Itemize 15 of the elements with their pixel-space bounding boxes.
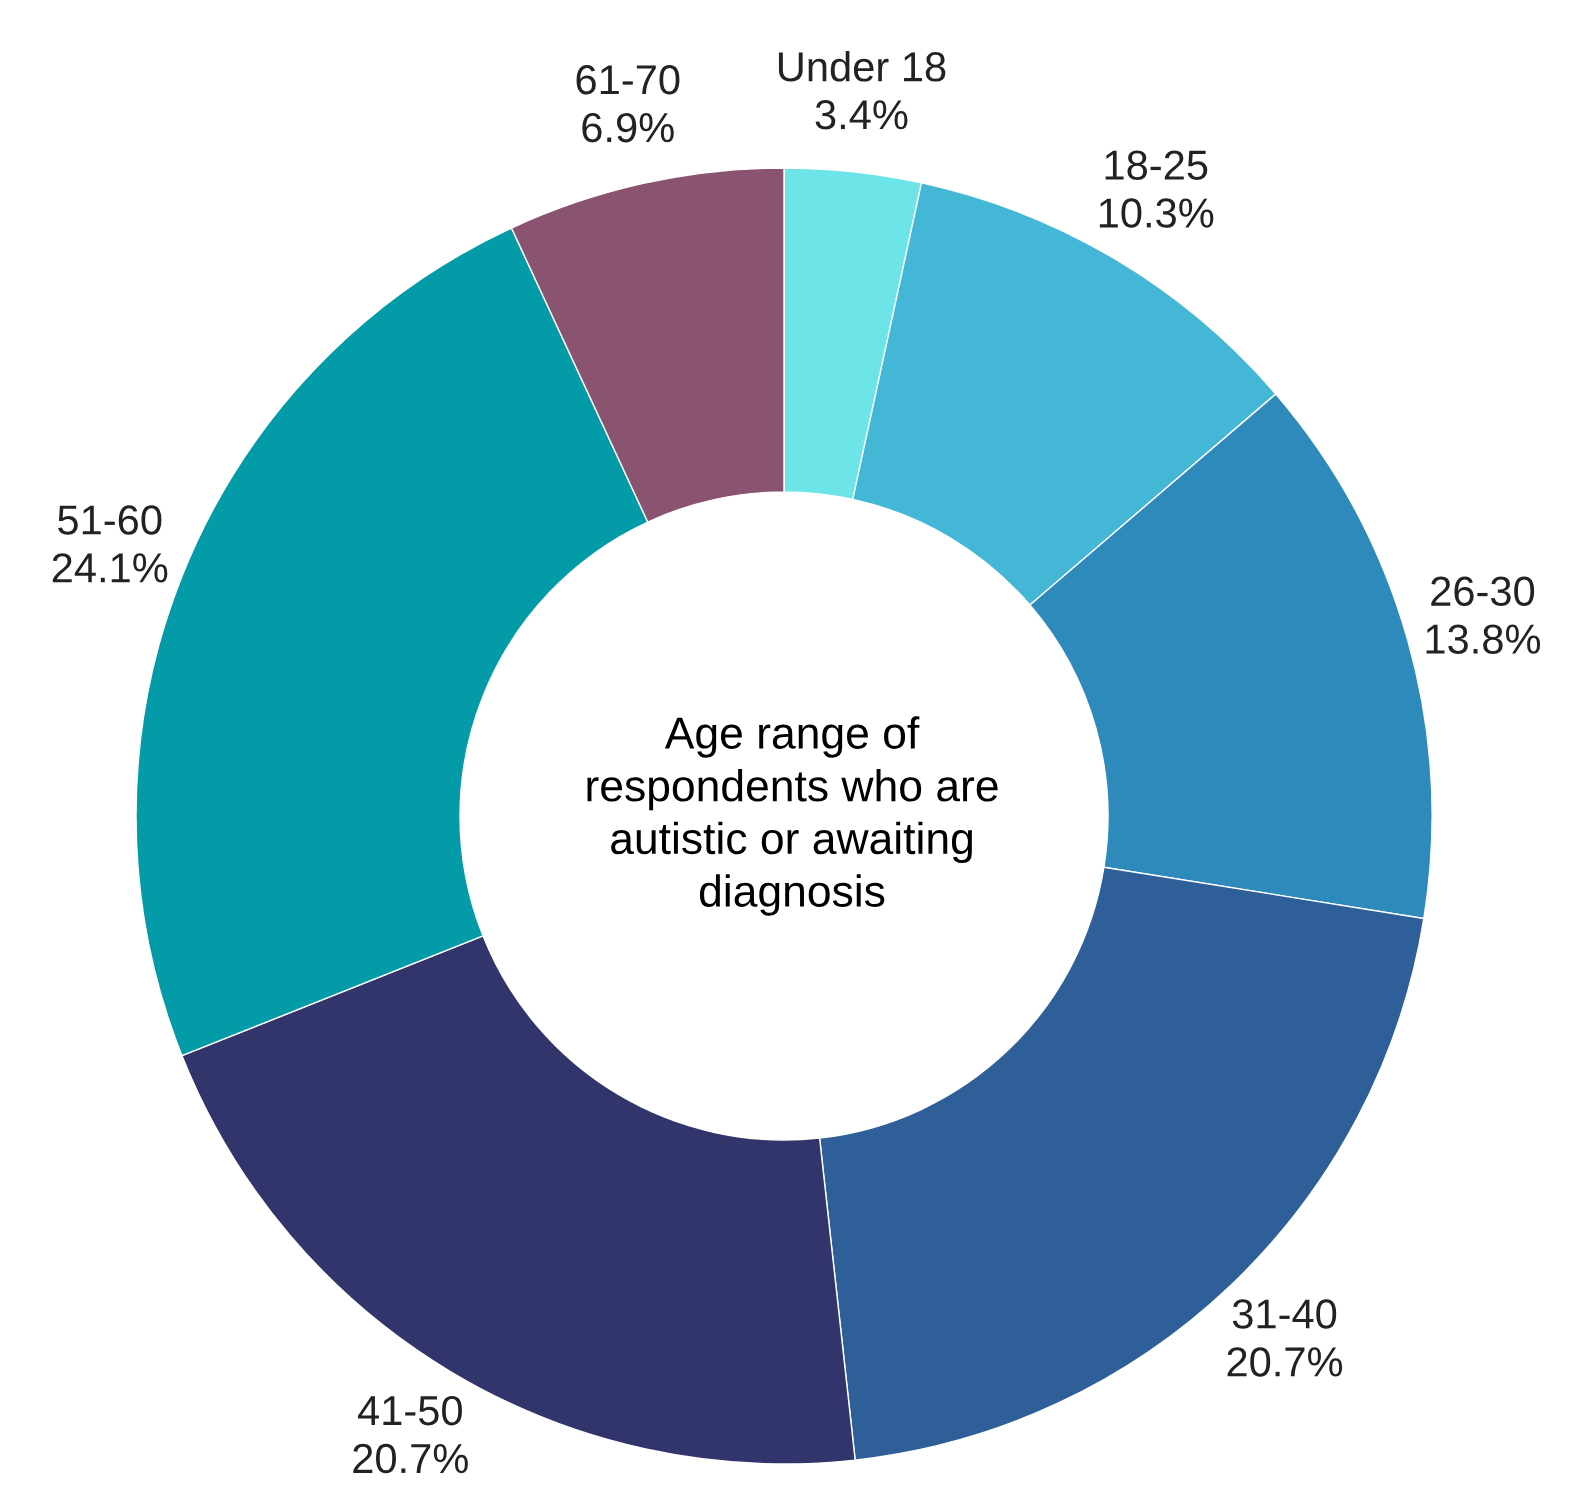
slice-label: 31-40 (1232, 1299, 1337, 1329)
slice-label: 61-70 (576, 64, 680, 95)
slice-label: Under 18 (778, 51, 946, 82)
text: Age range of respondents who are autistic or awaiting diagnosis (587, 716, 998, 916)
data-label: 3.4% (815, 100, 908, 130)
slice-label: 18-25 (1105, 150, 1208, 180)
slice-label: 41-50 (357, 1395, 462, 1426)
slice-label: 51-60 (58, 505, 162, 535)
data-label: 20.7% (353, 1443, 468, 1474)
slice-label: 26-30 (1431, 576, 1535, 607)
data-label: 13.8% (1426, 624, 1541, 654)
data-label: 20.7% (1227, 1347, 1343, 1377)
data-label: 6.9% (582, 112, 674, 143)
data-label: 24.1% (52, 553, 168, 583)
data-label: 10.3% (1099, 198, 1214, 228)
